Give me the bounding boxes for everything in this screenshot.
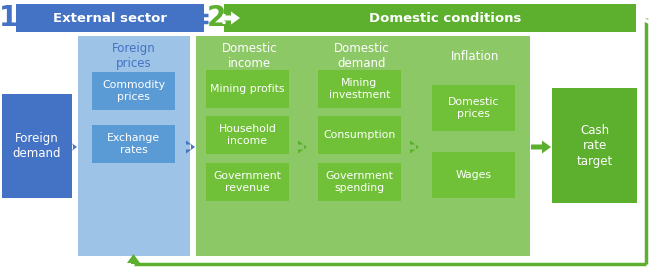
Text: Domestic
income: Domestic income — [222, 42, 278, 70]
Text: Government
spending: Government spending — [326, 171, 393, 193]
Text: Domestic
demand: Domestic demand — [333, 42, 389, 70]
FancyBboxPatch shape — [318, 163, 401, 201]
Text: Government
revenue: Government revenue — [214, 171, 281, 193]
Text: 1: 1 — [0, 4, 19, 32]
FancyBboxPatch shape — [206, 70, 289, 108]
Text: Foreign
demand: Foreign demand — [13, 132, 61, 160]
Text: Mining
investment: Mining investment — [329, 78, 390, 100]
FancyBboxPatch shape — [318, 70, 401, 108]
Polygon shape — [68, 140, 77, 154]
FancyBboxPatch shape — [16, 4, 204, 32]
FancyBboxPatch shape — [2, 94, 72, 198]
Polygon shape — [531, 140, 551, 154]
FancyBboxPatch shape — [318, 116, 401, 154]
FancyBboxPatch shape — [432, 152, 515, 198]
Text: Mining profits: Mining profits — [210, 84, 285, 94]
FancyBboxPatch shape — [432, 85, 515, 131]
Text: Domestic
prices: Domestic prices — [448, 97, 499, 119]
Polygon shape — [186, 140, 195, 154]
Text: Inflation: Inflation — [451, 49, 499, 62]
FancyBboxPatch shape — [224, 4, 636, 32]
FancyBboxPatch shape — [206, 163, 289, 201]
FancyBboxPatch shape — [196, 36, 530, 256]
Text: Domestic conditions: Domestic conditions — [369, 11, 521, 25]
Text: Cash
rate
target: Cash rate target — [577, 124, 612, 167]
Polygon shape — [222, 11, 240, 25]
Polygon shape — [298, 140, 307, 154]
Polygon shape — [410, 140, 419, 154]
Text: 2: 2 — [206, 4, 226, 32]
Text: External sector: External sector — [53, 11, 167, 25]
FancyBboxPatch shape — [552, 88, 637, 203]
Text: Commodity
prices: Commodity prices — [102, 80, 165, 102]
FancyBboxPatch shape — [92, 72, 175, 110]
Text: Exchange
rates: Exchange rates — [107, 133, 160, 155]
Polygon shape — [127, 254, 140, 264]
Text: Consumption: Consumption — [324, 130, 396, 140]
FancyBboxPatch shape — [206, 116, 289, 154]
FancyBboxPatch shape — [78, 36, 190, 256]
Text: Foreign
prices: Foreign prices — [112, 42, 156, 70]
Text: Household
income: Household income — [218, 124, 276, 146]
FancyBboxPatch shape — [92, 125, 175, 163]
Text: Wages: Wages — [456, 170, 491, 180]
